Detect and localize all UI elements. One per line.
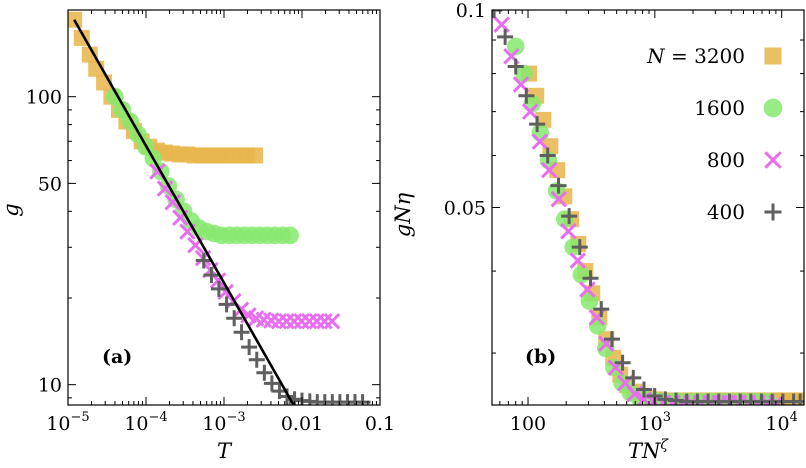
panel-a-series-x	[149, 163, 341, 330]
panel-b-point-x	[560, 222, 577, 240]
panel-a-point-circle	[281, 226, 299, 245]
panel-a-point-plus	[210, 280, 227, 297]
panel-a-x-tick-label: 10−5	[46, 410, 89, 435]
panel-a-fit-line	[73, 19, 295, 405]
panel-b-y-tick-label: 0.1	[456, 0, 486, 22]
panel-a-point-plus	[248, 351, 265, 368]
panel-b-point-circle	[531, 123, 550, 142]
panel-a-y-tick-label: 50	[38, 173, 62, 195]
panel-b-point-plus	[550, 177, 567, 194]
panel-b-legend: N = 3200 1600 800 400	[646, 44, 783, 224]
panel-a-ylabel: g	[0, 203, 23, 216]
panel-a-point-plus	[233, 324, 250, 341]
panel-a-xlabel: T	[217, 439, 233, 463]
panel-b-point-x	[521, 103, 539, 120]
panel-b-point-circle	[506, 37, 525, 56]
panel-a-point-plus	[256, 364, 273, 381]
panel-a-marks	[68, 11, 371, 405]
panel-b-point-x	[493, 16, 510, 33]
panel-a-point-square	[81, 46, 98, 63]
panel-b-point-plus	[603, 331, 620, 348]
panel-b-marks	[492, 10, 804, 405]
panel-a-label: (a)	[102, 346, 132, 368]
panel-b-ylabel: gNη	[391, 192, 415, 237]
panel-b-label: (b)	[525, 346, 556, 368]
panel-b: 100 103 104 0.05 0.1 (b) TNζ gNη N = 3200 160…	[391, 0, 805, 463]
panel-a-x-tick-label: 0.01	[281, 413, 323, 435]
panel-a-y-tick-label: 10	[38, 375, 62, 397]
panel-b-xlabel: TNζ	[628, 437, 669, 463]
panel-a-point-x	[164, 193, 181, 211]
panel-a-x-tick-label: 10−3	[202, 410, 245, 435]
legend-label-x: 800	[707, 148, 745, 172]
panel-b-point-plus	[582, 270, 599, 287]
panel-b-ticks: 100 103 104 0.05 0.1	[444, 0, 804, 435]
panel-b-series-plus	[492, 10, 804, 405]
panel-b-x-tick-label: 104	[765, 410, 797, 435]
panel-a-point-x	[301, 313, 318, 330]
panel-b-point-plus	[492, 10, 503, 18]
panel-b-point-plus	[635, 381, 652, 398]
panel-b-point-x	[569, 252, 587, 269]
panel-b-point-plus	[625, 369, 642, 386]
panel-a: 10−5 10−4 10−3 0.01 0.1 10 50 100 (a) T g	[0, 9, 395, 463]
legend-marker-x	[764, 151, 782, 169]
legend-label-circle: 1600	[694, 96, 745, 120]
panel-b-point-plus	[529, 116, 546, 133]
panel-a-series-circle	[106, 87, 299, 245]
panel-b-point-plus	[497, 28, 514, 45]
panel-a-point-x	[316, 313, 333, 330]
panel-b-point-circle	[596, 339, 615, 358]
panel-a-series-plus	[195, 252, 371, 405]
panel-b-point-plus	[507, 58, 524, 75]
panel-a-series-square	[68, 11, 264, 164]
panel-a-point-plus	[241, 339, 258, 356]
panel-a-x-tick-label: 0.1	[365, 413, 395, 435]
panel-b-point-plus	[518, 87, 535, 104]
panel-b-point-x	[531, 133, 549, 150]
panel-a-point-square	[247, 147, 264, 164]
panel-b-point-plus	[539, 147, 556, 164]
legend-marker-circle	[763, 98, 783, 118]
panel-b-point-circle	[572, 265, 591, 284]
panel-a-point-x	[308, 313, 326, 330]
legend-label-plus: 400	[707, 200, 745, 224]
panel-b-point-circle	[556, 210, 574, 228]
panel-b-xlabel-sup: ζ	[660, 437, 669, 453]
panel-a-point-plus	[195, 252, 212, 269]
panel-a-point-x	[278, 313, 295, 330]
panel-a-point-x	[323, 313, 341, 330]
legend-marker-plus	[764, 203, 782, 221]
legend-marker-square	[764, 47, 782, 65]
legend-label-square: N = 3200	[646, 44, 745, 68]
panel-b-point-plus	[792, 393, 804, 405]
panel-b-point-plus	[593, 301, 610, 318]
panel-b-xlabel-base: TN	[628, 439, 661, 463]
panel-a-point-plus	[226, 310, 243, 327]
panel-b-point-x	[550, 190, 568, 208]
panel-b-y-tick-label: 0.05	[444, 198, 486, 220]
panel-b-point-x	[540, 161, 558, 179]
panel-b-point-plus	[571, 239, 588, 256]
panel-a-point-plus	[203, 267, 220, 284]
panel-a-y-tick-label: 100	[26, 87, 62, 109]
panel-b-x-tick-label: 103	[639, 410, 671, 435]
panel-b-point-x	[579, 281, 596, 298]
panel-a-x-tick-label: 10−4	[124, 410, 167, 435]
panel-a-point-x	[285, 313, 303, 330]
panel-a-point-plus	[218, 296, 235, 313]
panel-a-point-plus	[263, 375, 280, 392]
panel-a-ticks: 10−5 10−4 10−3 0.01 0.1 10 50 100	[26, 9, 395, 435]
panel-b-point-plus	[561, 208, 578, 225]
panel-a-point-x	[156, 180, 174, 197]
panel-b-point-plus	[614, 354, 631, 371]
panel-a-point-x	[293, 313, 310, 330]
panel-b-x-tick-label: 100	[510, 413, 546, 435]
